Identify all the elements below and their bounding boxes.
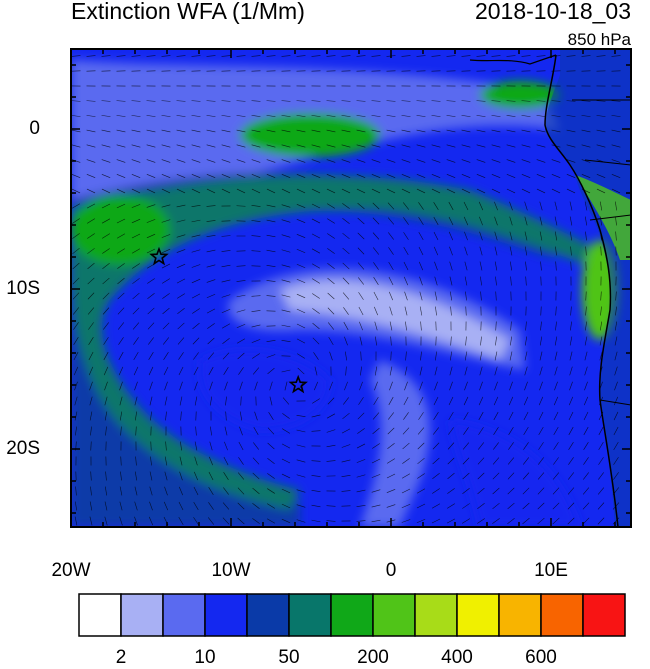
- colorbar-swatch: [499, 594, 541, 636]
- lat-label-20s: 20S: [0, 438, 40, 460]
- colorbar-swatch: [331, 594, 373, 636]
- colorbar-swatch: [373, 594, 415, 636]
- colorbar: [79, 594, 625, 636]
- colorbar-swatch: [121, 594, 163, 636]
- colorbar-swatch: [457, 594, 499, 636]
- colorbar-label: 400: [432, 647, 482, 669]
- extinction-field: [70, 49, 631, 527]
- colorbar-label: 2: [96, 647, 146, 669]
- colorbar-label: 50: [264, 647, 314, 669]
- lon-label-10e: 10E: [521, 560, 581, 582]
- colorbar-swatch: [541, 594, 583, 636]
- colorbar-swatch: [289, 594, 331, 636]
- colorbar-swatch: [79, 594, 121, 636]
- lat-label-10s: 10S: [0, 278, 40, 300]
- colorbar-swatch: [163, 594, 205, 636]
- colorbar-label: 200: [348, 647, 398, 669]
- colorbar-swatch: [415, 594, 457, 636]
- lat-label-0: 0: [0, 118, 40, 140]
- colorbar-swatch: [247, 594, 289, 636]
- lon-label-20w: 20W: [41, 560, 101, 582]
- lon-label-0: 0: [361, 560, 421, 582]
- colorbar-label: 600: [516, 647, 566, 669]
- colorbar-swatch: [583, 594, 625, 636]
- lon-label-10w: 10W: [201, 560, 261, 582]
- colorbar-label: 10: [180, 647, 230, 669]
- colorbar-swatch: [205, 594, 247, 636]
